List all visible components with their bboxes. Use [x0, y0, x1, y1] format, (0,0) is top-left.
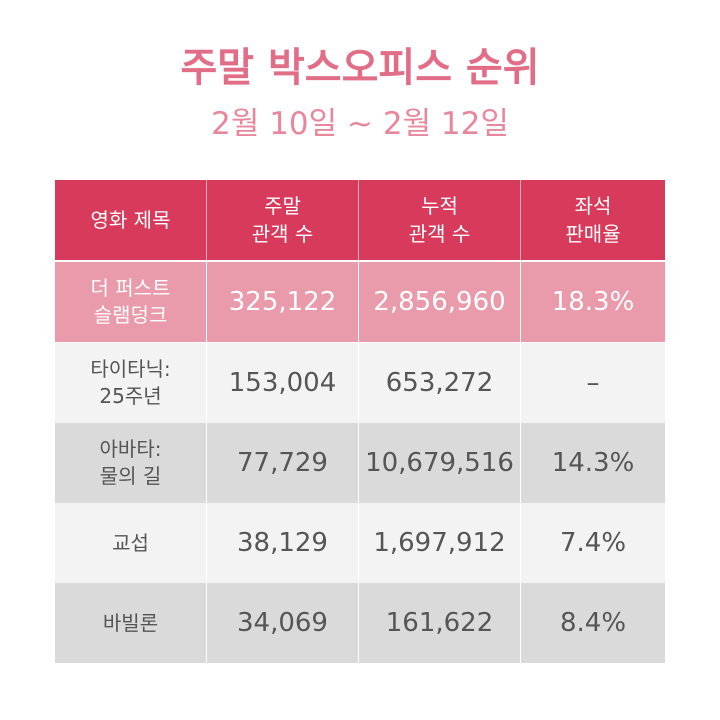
header-weekend: 주말 관객 수 — [207, 180, 359, 260]
table-row-share: – — [521, 343, 665, 423]
page-title: 주말 박스오피스 순위 — [180, 45, 540, 91]
table-row-total: 161,622 — [359, 583, 521, 663]
table-row-share: 8.4% — [521, 583, 665, 663]
table-row-weekend: 38,129 — [207, 503, 359, 583]
table-row-total: 1,697,912 — [359, 503, 521, 583]
box-office-table: 영화 제목 주말 관객 수 누적 관객 수 좌석 판매율 더 퍼스트 슬램덩크 … — [55, 180, 665, 663]
header-title: 영화 제목 — [55, 180, 207, 260]
table-row-total: 653,272 — [359, 343, 521, 423]
table-row-total: 10,679,516 — [359, 423, 521, 503]
table-row-title: 타이타닉: 25주년 — [55, 343, 207, 423]
table-row-weekend: 77,729 — [207, 423, 359, 503]
table-row-total: 2,856,960 — [359, 262, 521, 342]
header-share: 좌석 판매율 — [521, 180, 665, 260]
table-row-share: 7.4% — [521, 503, 665, 583]
header-total: 누적 관객 수 — [359, 180, 521, 260]
table-row-title: 교섭 — [55, 503, 207, 583]
table-row-weekend: 325,122 — [207, 262, 359, 342]
date-range: 2월 10일 ~ 2월 12일 — [211, 106, 509, 142]
table-row-weekend: 153,004 — [207, 343, 359, 423]
table-row-weekend: 34,069 — [207, 583, 359, 663]
table-row-title: 아바타: 물의 길 — [55, 423, 207, 503]
table-row-title: 바빌론 — [55, 583, 207, 663]
table-row-share: 14.3% — [521, 423, 665, 503]
table-row-title: 더 퍼스트 슬램덩크 — [55, 262, 207, 342]
table-row-share: 18.3% — [521, 262, 665, 342]
